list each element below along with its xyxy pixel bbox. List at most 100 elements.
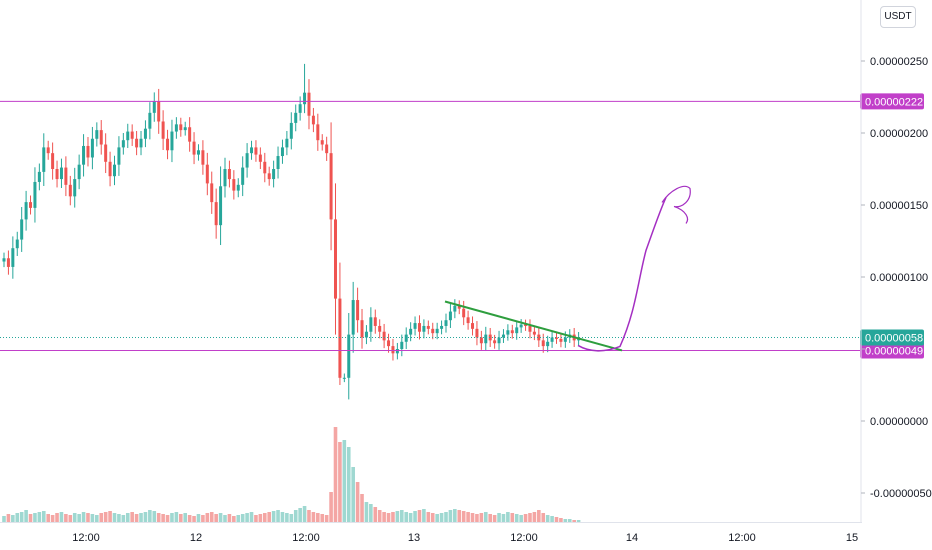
candle-body[interactable] [77, 164, 81, 180]
candle-body[interactable] [510, 330, 514, 334]
candle-body[interactable] [113, 164, 116, 177]
candle-body[interactable] [453, 305, 457, 312]
candle-body[interactable] [6, 258, 10, 267]
candle-body[interactable] [426, 325, 430, 329]
candle-body[interactable] [422, 325, 426, 332]
candle-body[interactable] [219, 186, 223, 226]
candle-body[interactable] [236, 184, 240, 191]
drawing-layer[interactable] [444, 185, 691, 352]
candle-body[interactable] [497, 337, 501, 344]
candle-body[interactable] [338, 298, 342, 378]
candle-body[interactable] [285, 138, 289, 148]
candle-body[interactable] [11, 248, 15, 267]
candle-body[interactable] [303, 92, 307, 105]
candle-body[interactable] [37, 171, 41, 182]
candle-body[interactable] [369, 317, 373, 332]
candle-body[interactable] [435, 328, 439, 334]
candle-body[interactable] [528, 325, 532, 332]
candle-body[interactable] [329, 153, 333, 220]
candle-body[interactable] [493, 340, 497, 344]
candle-body[interactable] [515, 327, 519, 334]
candle-body[interactable] [267, 173, 271, 180]
candle-body[interactable] [82, 145, 86, 165]
candle-body[interactable] [294, 112, 298, 123]
candle-body[interactable] [320, 140, 324, 145]
candle-body[interactable] [524, 324, 528, 326]
candle-body[interactable] [479, 337, 483, 344]
candle-body[interactable] [356, 300, 360, 321]
candle-body[interactable] [440, 325, 444, 329]
candle-body[interactable] [488, 334, 492, 341]
candle-body[interactable] [311, 115, 315, 125]
candle-body[interactable] [307, 92, 311, 116]
candle-body[interactable] [55, 169, 59, 180]
candle-body[interactable] [298, 104, 302, 113]
candle-body[interactable] [183, 127, 187, 131]
currency-button[interactable]: USDT [880, 6, 916, 28]
candle-body[interactable] [537, 334, 541, 341]
candle-body[interactable] [404, 334, 408, 342]
candle-body[interactable] [20, 219, 24, 240]
candle-body[interactable] [15, 239, 19, 249]
candle-body[interactable] [364, 331, 368, 338]
candle-body[interactable] [51, 153, 55, 169]
candle-body[interactable] [391, 346, 395, 354]
candle-body[interactable] [46, 147, 50, 154]
candle-body[interactable] [86, 145, 90, 158]
candle-body[interactable] [541, 340, 545, 347]
candle-body[interactable] [272, 169, 276, 180]
candle-body[interactable] [33, 181, 37, 208]
candle-body[interactable] [223, 169, 227, 187]
candle-body[interactable] [196, 150, 200, 155]
candle-body[interactable] [117, 147, 121, 165]
candle-body[interactable] [166, 138, 170, 151]
candle-body[interactable] [417, 323, 421, 332]
candle-body[interactable] [471, 323, 475, 329]
candle-body[interactable] [192, 141, 196, 155]
candle-body[interactable] [409, 328, 413, 335]
candle-body[interactable] [254, 147, 258, 155]
candle-body[interactable] [59, 167, 63, 180]
candle-body[interactable] [232, 179, 236, 191]
candle-body[interactable] [250, 147, 254, 154]
candle-body[interactable] [506, 330, 510, 335]
candle-body[interactable] [448, 311, 452, 321]
candle-body[interactable] [400, 341, 404, 349]
candle-body[interactable] [126, 131, 130, 141]
candle-body[interactable] [95, 130, 99, 139]
candle-body[interactable] [174, 124, 178, 132]
candle-body[interactable] [258, 154, 262, 162]
candle-body[interactable] [334, 219, 337, 299]
candle-body[interactable] [342, 377, 346, 379]
candle-body[interactable] [360, 320, 364, 338]
candle-body[interactable] [444, 320, 448, 326]
candle-body[interactable] [457, 305, 461, 309]
candle-body[interactable] [519, 324, 523, 328]
candle-body[interactable] [387, 340, 391, 347]
candle-body[interactable] [501, 334, 505, 338]
candle-body[interactable] [210, 183, 214, 203]
descending-trendline[interactable] [444, 300, 623, 352]
candle-body[interactable] [351, 300, 355, 335]
candle-body[interactable] [532, 331, 536, 335]
candle-body[interactable] [241, 167, 245, 185]
candle-body[interactable] [135, 138, 139, 148]
candle-body[interactable] [148, 112, 152, 129]
candle-body[interactable] [413, 323, 417, 329]
candle-body[interactable] [550, 337, 554, 342]
candle-body[interactable] [108, 161, 112, 177]
candle-body[interactable] [64, 167, 68, 185]
projection-arrowhead[interactable] [661, 185, 691, 224]
candle-body[interactable] [466, 317, 470, 324]
candle-body[interactable] [130, 131, 134, 139]
candle-layer[interactable] [2, 63, 581, 400]
candle-body[interactable] [179, 124, 183, 131]
candle-body[interactable] [73, 179, 77, 197]
candle-body[interactable] [227, 169, 231, 180]
candle-body[interactable] [24, 202, 28, 220]
candle-body[interactable] [382, 331, 386, 341]
